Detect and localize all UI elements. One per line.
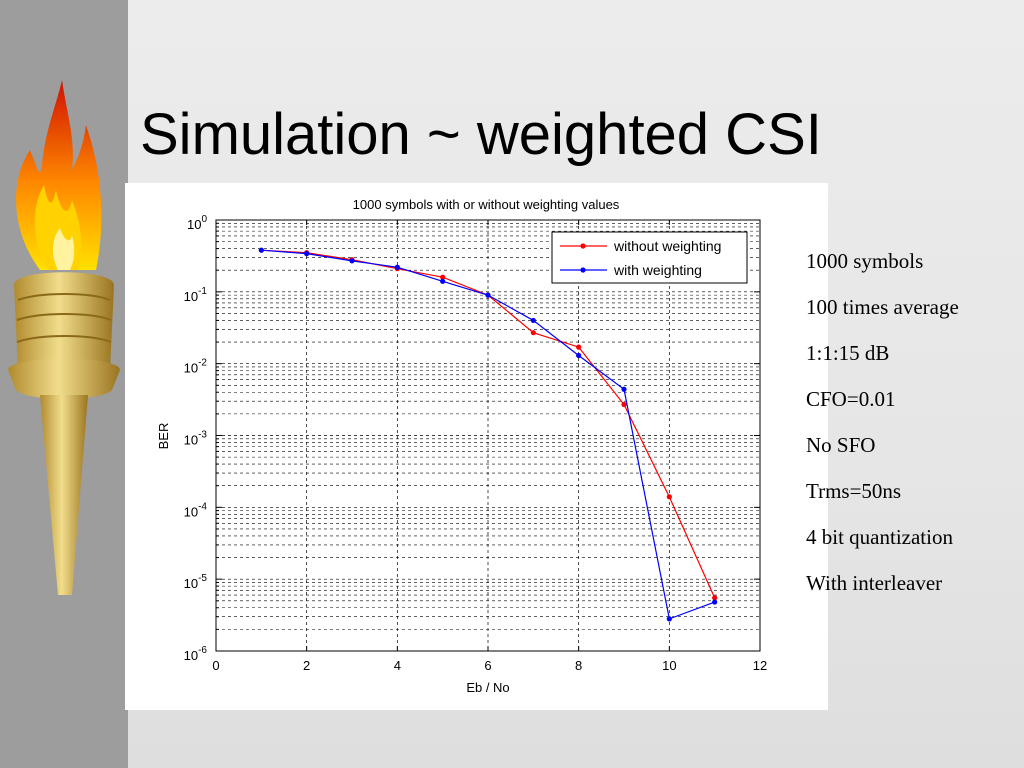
y-tick-label: 10-4 — [184, 501, 208, 519]
param-line: 4 bit quantization — [806, 525, 953, 549]
data-point — [304, 251, 310, 257]
x-tick-label: 2 — [303, 658, 310, 673]
y-tick-label: 100 — [187, 214, 207, 232]
x-tick-label: 0 — [212, 658, 219, 673]
data-point — [666, 616, 672, 622]
simulation-parameters: 1000 symbols 100 times average 1:1:15 dB… — [806, 247, 1016, 615]
y-tick-label: 10-1 — [184, 286, 208, 304]
data-point — [440, 274, 446, 280]
legend-marker — [580, 243, 586, 249]
chart-canvas: 1000 symbols with or without weighting v… — [156, 197, 768, 695]
data-point — [712, 599, 718, 605]
x-tick-label: 12 — [753, 658, 767, 673]
chart-series — [258, 247, 718, 622]
data-point — [576, 344, 582, 350]
y-tick-label: 10-5 — [184, 573, 208, 591]
y-tick-label: 10-3 — [184, 430, 208, 448]
x-tick-label: 10 — [662, 658, 676, 673]
legend-marker — [580, 267, 586, 273]
legend-label: with weighting — [613, 262, 702, 278]
param-line: 100 times average — [806, 295, 959, 319]
data-point — [485, 292, 491, 298]
data-point — [621, 401, 627, 408]
data-point — [712, 595, 718, 601]
ber-chart: 1000 symbols with or without weighting v… — [125, 183, 828, 710]
y-tick-label: 10-2 — [184, 358, 208, 376]
data-point — [576, 352, 582, 359]
y-axis-label: BER — [156, 423, 171, 450]
param-line: No SFO — [806, 433, 876, 457]
data-point — [349, 258, 355, 264]
chart-grid — [216, 220, 760, 651]
x-tick-label: 8 — [575, 658, 582, 673]
y-tick-label: 10-6 — [184, 645, 208, 663]
data-point — [530, 317, 536, 324]
torch-icon — [8, 80, 120, 595]
chart-ticks: 0 2 4 6 8 10 12 100 10-1 10-2 10-3 10-4 10-5 10-6 — [184, 214, 768, 673]
x-tick-label: 6 — [484, 658, 491, 673]
param-line: Trms=50ns — [806, 479, 902, 503]
x-axis-label: Eb / No — [466, 680, 509, 695]
param-line: With interleaver — [806, 571, 943, 595]
data-point — [258, 247, 264, 253]
param-line: 1:1:15 dB — [806, 341, 890, 365]
chart-title: 1000 symbols with or without weighting v… — [353, 197, 620, 212]
param-line: CFO=0.01 — [806, 387, 896, 411]
slide-title: Simulation ~ weighted CSI — [140, 102, 822, 167]
data-point — [530, 330, 536, 336]
param-line: 1000 symbols — [806, 249, 924, 273]
data-point — [394, 264, 400, 270]
data-point — [621, 386, 627, 392]
data-point — [666, 494, 672, 500]
legend-label: without weighting — [613, 238, 721, 254]
chart-legend: without weighting with weighting — [551, 231, 748, 284]
data-point — [440, 278, 446, 284]
x-tick-label: 4 — [394, 658, 401, 673]
legend-box — [551, 231, 748, 284]
